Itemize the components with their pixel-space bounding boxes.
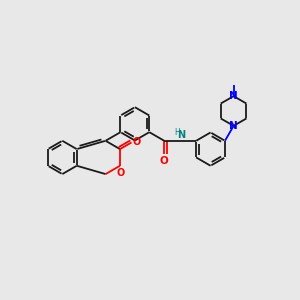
Text: N: N [177,130,186,140]
Text: N: N [229,121,238,131]
Text: O: O [160,156,169,166]
Text: O: O [116,168,125,178]
Text: H: H [175,128,180,137]
Text: N: N [229,91,238,101]
Text: O: O [133,137,141,147]
